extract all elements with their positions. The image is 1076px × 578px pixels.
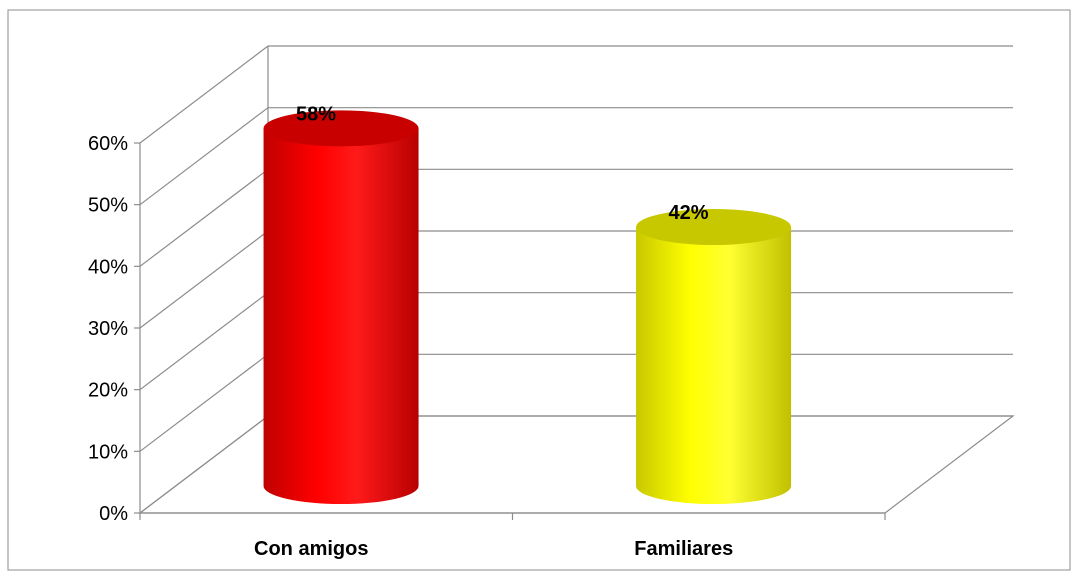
gridline-side bbox=[139, 168, 269, 267]
gridline-side bbox=[139, 415, 269, 514]
gridline-side bbox=[139, 107, 269, 206]
y-tick-label: 0% bbox=[99, 503, 128, 525]
gridline-side bbox=[139, 45, 269, 144]
gridline-side bbox=[139, 292, 269, 391]
y-tick-label: 30% bbox=[88, 318, 128, 340]
y-tick-label: 50% bbox=[88, 195, 128, 217]
category-label: Con amigos bbox=[254, 538, 368, 560]
bar-con-amigos bbox=[263, 128, 419, 505]
labels: 0% 10% 20% 30% 40% 50% 60% 58% Con amigos 42% Fami… bbox=[88, 103, 733, 560]
data-label: 42% bbox=[669, 202, 709, 224]
bars bbox=[263, 110, 792, 505]
y-tick-label: 10% bbox=[88, 441, 128, 463]
y-tick-label: 20% bbox=[88, 380, 128, 402]
y-tick-label: 40% bbox=[88, 256, 128, 278]
y-tick-label: 60% bbox=[88, 133, 128, 155]
bar-top bbox=[263, 110, 419, 147]
bar-top bbox=[636, 209, 792, 246]
chart-border bbox=[7, 9, 1071, 571]
bar-familiares bbox=[636, 227, 792, 505]
gridline-side bbox=[139, 230, 269, 329]
category-label: Familiares bbox=[634, 538, 733, 560]
gridline-side bbox=[139, 353, 269, 452]
data-label: 58% bbox=[296, 103, 336, 125]
